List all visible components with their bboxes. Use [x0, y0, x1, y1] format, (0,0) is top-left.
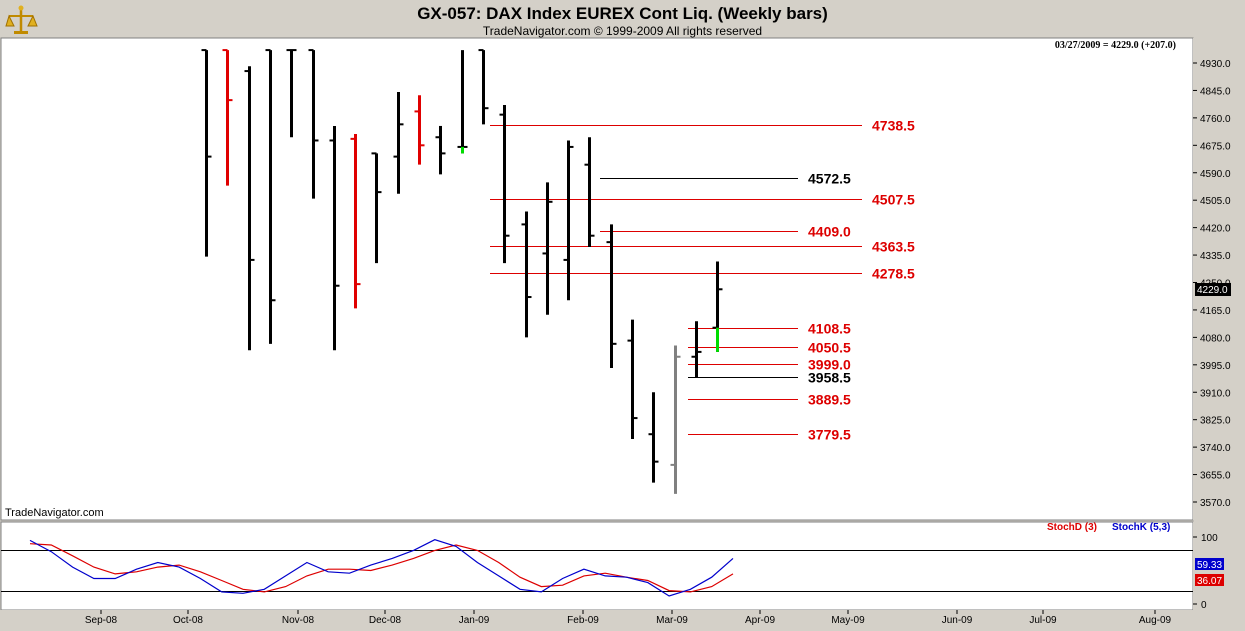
stoch-d-box: 36.07 [1195, 574, 1224, 587]
stoch-tick-label: 0 [1201, 600, 1207, 611]
price-tick-label: 4675.0 [1200, 141, 1231, 152]
stoch-panel [0, 521, 1194, 611]
last-bar-readout: 03/27/2009 = 4229.0 (+207.0) [1055, 40, 1176, 51]
time-tick-label: Apr-09 [745, 615, 775, 626]
level-label: 4738.5 [872, 118, 915, 134]
level-label: 3889.5 [808, 392, 851, 408]
time-axis [0, 610, 1245, 631]
price-box-bg [1195, 283, 1231, 296]
level-label: 4363.5 [872, 239, 915, 255]
stoch-k-box-label: 59.33 [1197, 560, 1222, 571]
time-tick-label: Feb-09 [567, 615, 599, 626]
chart-subtitle: TradeNavigator.com © 1999-2009 All right… [482, 24, 763, 38]
time-tick-label: Mar-09 [656, 615, 688, 626]
time-tick-label: Aug-09 [1139, 615, 1172, 626]
level-label: 3958.5 [808, 370, 851, 386]
price-tick-label: 3570.0 [1200, 498, 1231, 509]
price-tick-label: 3995.0 [1200, 361, 1231, 372]
stoch-d-line [29, 543, 734, 593]
level-label: 4108.5 [808, 321, 851, 337]
stoch-k-line [29, 539, 734, 597]
time-tick-label: Jan-09 [459, 615, 490, 626]
price-tick-label: 4080.0 [1200, 333, 1231, 344]
price-bars [201, 49, 723, 494]
level-label: 3779.5 [808, 427, 851, 443]
stoch-d-box-bg [1195, 574, 1224, 586]
price-axis [1193, 38, 1245, 520]
stoch-k-box-bg [1195, 558, 1224, 570]
time-tick-label: Dec-08 [369, 615, 402, 626]
time-tick-label: Jun-09 [942, 615, 973, 626]
time-axis-labels: Sep-08 Oct-08 Nov-08 Dec-08 Jan-09 Feb-09 Mar-… [85, 610, 1172, 626]
watermark: TradeNavigator.com [5, 507, 104, 519]
price-tick-label: 4590.0 [1200, 169, 1231, 180]
price-tick-label: 4845.0 [1200, 86, 1231, 97]
level-label: 4409.0 [808, 224, 851, 240]
level-label: 4507.5 [872, 192, 915, 208]
time-tick-label: May-09 [831, 615, 865, 626]
stoch-d-legend: StochD (3) [1047, 522, 1097, 533]
stoch-k-legend: StochK (5,3) [1112, 522, 1170, 533]
chart-title: GX-057: DAX Index EUREX Cont Liq. (Weekl… [417, 4, 828, 23]
trade-navigator-logo-icon [4, 4, 38, 36]
price-tick-label: 3825.0 [1200, 416, 1231, 427]
level-label: 4572.5 [808, 171, 851, 187]
level-label: 3999.0 [808, 357, 851, 373]
price-tick-label: 4505.0 [1200, 196, 1231, 207]
price-tick-label: 3655.0 [1200, 471, 1231, 482]
stoch-axis-ticks: 100 0 [1193, 533, 1218, 611]
price-tick-label: 4335.0 [1200, 251, 1231, 262]
level-label: 4050.5 [808, 340, 851, 356]
stoch-d-box-label: 36.07 [1197, 576, 1222, 587]
stoch-k-box: 59.33 [1195, 558, 1224, 571]
price-tick-label: 3910.0 [1200, 388, 1231, 399]
price-panel [0, 37, 1194, 521]
title-bar: GX-057: DAX Index EUREX Cont Liq. (Weekl… [0, 0, 1245, 38]
level-label: 4278.5 [872, 266, 915, 282]
level-lines: 4738.5 4572.5 4507.5 4409.0 4363.5 4278.5 4108… [490, 118, 915, 443]
time-tick-label: Jul-09 [1029, 615, 1057, 626]
price-tick-label: 4165.0 [1200, 306, 1231, 317]
time-tick-label: Sep-08 [85, 615, 118, 626]
price-tick-label: 4760.0 [1200, 114, 1231, 125]
price-tick-label: 3740.0 [1200, 443, 1231, 454]
price-box: 4229.0 [1195, 283, 1231, 296]
stoch-lines [1, 539, 1193, 597]
price-tick-label: 4930.0 [1200, 59, 1231, 70]
price-box-label: 4229.0 [1197, 285, 1228, 296]
time-tick-label: Nov-08 [282, 615, 315, 626]
stoch-tick-label: 100 [1201, 533, 1218, 544]
price-tick-label: 4420.0 [1200, 224, 1231, 235]
time-tick-label: Oct-08 [173, 615, 203, 626]
